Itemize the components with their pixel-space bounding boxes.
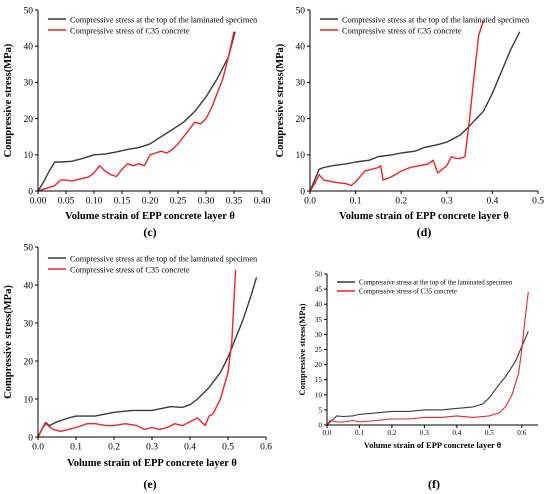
x-tick-label: 0.30 [198,197,215,207]
x-tick-label: 0.4 [452,429,461,437]
x-tick-label: 0.00 [30,197,47,207]
chart-panel-2: 0.0 0.1 0.2 0.3 0.4 0.5 0.6 0 10 20 30 40 50 Volume s… [3,243,272,491]
y-tick-label: 10 [24,395,34,405]
y-tick-label: 20 [24,115,34,125]
x-tick-label: 0.3 [420,429,429,437]
x-tick-label: 0.1 [350,197,362,207]
series-line-top [37,31,236,192]
y-tick-label: 0 [28,433,33,443]
x-tick-label: 0.40 [254,197,271,207]
y-tick-label: 50 [24,243,34,253]
y-tick-label: 45 [315,286,323,294]
legend-entry: Compressive stress at the top of the lam… [359,280,513,287]
series-line-c35 [37,31,235,192]
series-line-top [37,277,258,438]
x-tick-label: 0.10 [86,197,103,207]
x-tick-label: 0.1 [70,443,82,453]
legend-entry: Compressive stress of C35 concrete [70,26,190,35]
x-tick-label: 0.4 [486,197,498,207]
y-tick-label: 50 [24,6,34,16]
x-axis-label: Volume strain of EPP concrete layer θ [339,211,509,222]
chart-panel-1: 0.0 0.1 0.2 0.3 0.4 0.5 0 10 20 30 40 50 Volume stra… [275,6,544,239]
x-tick-label: 0.2 [108,443,120,453]
panel-label: (d) [417,225,432,239]
y-tick-label: 35 [315,316,323,324]
y-tick-label: 25 [315,346,323,354]
legend-entry: Compressive stress at the top of the lam… [70,254,258,263]
series-line-c35 [326,292,529,426]
x-tick-label: 0.3 [441,197,453,207]
chart-panel-3: 0.0 0.1 0.2 0.3 0.4 0.5 0.6 0 5 10 15 20 25 30 35 40 45 5… [297,271,538,491]
x-tick-label: 0.2 [387,429,396,437]
y-axis-label: Compressive stress(MPa) [3,285,14,399]
y-tick-label: 0 [300,187,305,197]
y-tick-label: 15 [315,376,323,384]
y-tick-label: 30 [315,331,323,339]
panel-label: (c) [143,225,156,239]
x-tick-label: 0.1 [355,429,364,437]
y-tick-label: 20 [296,115,306,125]
x-axis-label: Volume strain of EPP concrete layer θ [65,211,235,222]
y-tick-label: 50 [296,6,306,16]
y-axis-label: Compressive stress(MPa) [3,43,14,157]
panel-label: (f) [428,477,440,491]
y-tick-label: 5 [318,406,322,414]
y-tick-label: 50 [315,271,323,279]
x-tick-label: 0.20 [142,197,159,207]
y-tick-label: 40 [24,281,34,291]
x-tick-label: 0.4 [184,443,196,453]
x-tick-label: 0.0 [32,443,44,453]
legend-entry: Compressive stress at the top of the lam… [342,15,530,24]
y-tick-label: 10 [296,151,306,161]
series-line-c35 [309,20,484,192]
y-tick-label: 40 [296,43,306,53]
x-tick-label: 0.2 [395,197,407,207]
x-tick-label: 0.5 [485,429,494,437]
series-line-top [309,31,521,192]
x-tick-label: 0.3 [146,443,158,453]
y-tick-label: 30 [24,79,34,89]
y-tick-label: 20 [315,361,323,369]
y-tick-label: 30 [24,319,34,329]
chart-panel-0: 0.00 0.05 0.10 0.15 0.20 0.25 0.30 0.35 0.40 0 10 2… [3,6,271,239]
panel-label: (e) [143,477,156,491]
x-axis-label: Volume strain of EPP concrete layer θ [364,440,502,450]
series-line-top [326,331,529,426]
y-tick-label: 40 [24,43,34,53]
x-tick-label: 0.5 [532,197,544,207]
legend-entry: Compressive stress at the top of the lam… [70,15,258,24]
legend-entry: Compressive stress of C35 concrete [342,26,462,35]
x-tick-label: 0.05 [58,197,75,207]
x-tick-label: 0.5 [222,443,234,453]
x-tick-label: 0.0 [323,429,332,437]
y-tick-label: 10 [315,391,323,399]
x-tick-label: 0.6 [517,429,526,437]
legend-entry: Compressive stress of C35 concrete [359,289,457,296]
x-tick-label: 0.0 [304,197,316,207]
x-tick-label: 0.25 [170,197,187,207]
legend-entry: Compressive stress of C35 concrete [70,265,190,274]
y-tick-label: 20 [24,357,34,367]
y-tick-label: 30 [296,79,306,89]
x-tick-label: 0.15 [114,197,131,207]
y-tick-label: 0 [28,187,33,197]
x-tick-label: 0.35 [226,197,243,207]
y-tick-label: 0 [318,422,322,430]
y-axis-label: Compressive stress(MPa) [297,303,307,395]
x-axis-label: Volume strain of EPP concrete layer θ [67,458,237,469]
series-line-c35 [37,269,237,438]
y-axis-label: Compressive stress(MPa) [275,43,286,157]
y-tick-label: 40 [315,301,323,309]
y-tick-label: 10 [24,151,34,161]
x-tick-label: 0.6 [260,443,272,453]
